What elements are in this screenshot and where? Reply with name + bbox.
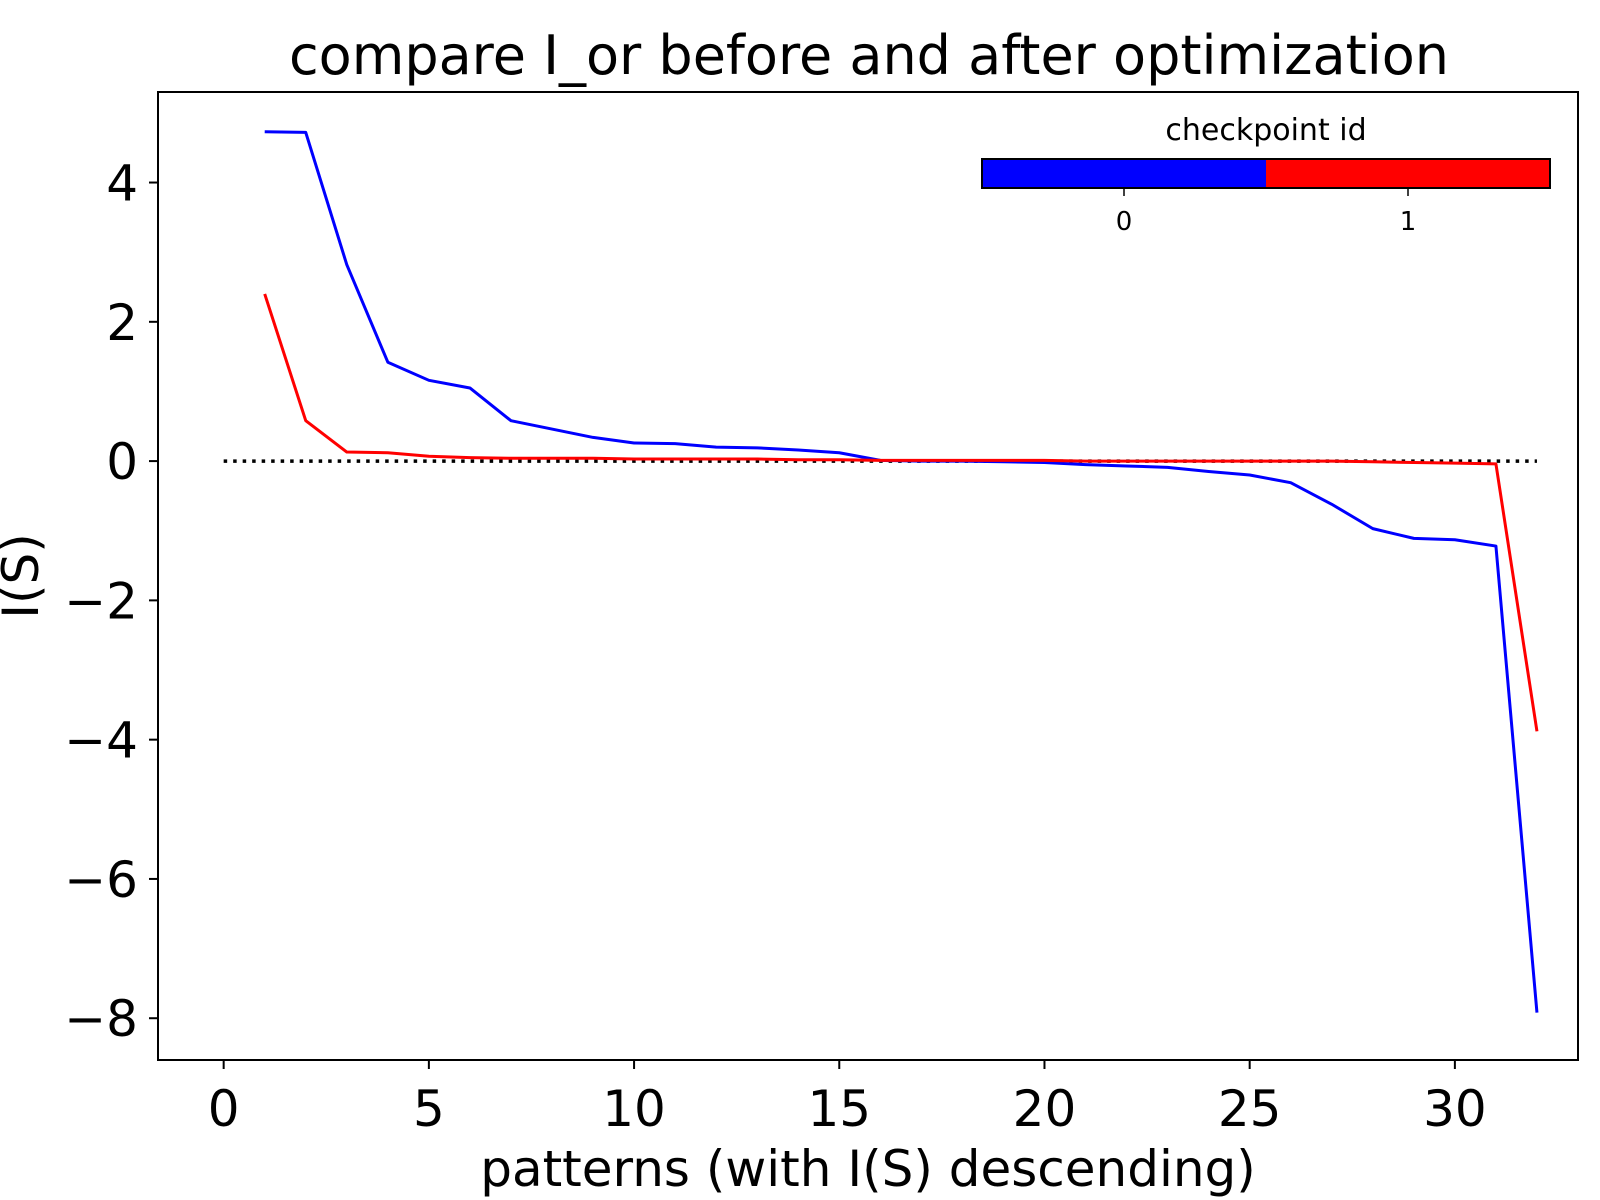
series-group [263, 130, 1539, 1013]
y-tick-label: 2 [106, 294, 138, 352]
y-tick-label: 0 [106, 433, 138, 491]
x-tick-label: 25 [1218, 1080, 1282, 1138]
y-tick-label: −2 [64, 572, 138, 630]
x-tick-label: 0 [208, 1080, 240, 1138]
x-tick-label: 5 [413, 1080, 445, 1138]
series-line-1 [263, 293, 1539, 732]
y-tick-label: −4 [64, 712, 138, 770]
colorbar-segment-0 [982, 159, 1266, 188]
x-tick-label: 10 [602, 1080, 666, 1138]
x-tick-label: 15 [807, 1080, 871, 1138]
colorbar-tick-label-0: 0 [1116, 207, 1133, 237]
y-ticks: −8 −6 −4 −2 0 2 4 [64, 155, 158, 1048]
y-tick-label: −8 [64, 990, 138, 1048]
plot-frame [157, 91, 1579, 1061]
chart-title: compare I_or before and after optimizati… [289, 24, 1449, 87]
x-tick-label: 30 [1423, 1080, 1487, 1138]
x-tick-label: 20 [1013, 1080, 1077, 1138]
colorbar-tick-label-1: 1 [1400, 207, 1417, 237]
x-axis-title: patterns (with I(S) descending) [480, 1140, 1256, 1198]
colorbar-title: checkpoint id [1165, 113, 1366, 148]
colorbar-frame [981, 158, 1551, 189]
colorbar: checkpoint id 0 1 [981, 113, 1551, 237]
y-tick-label: 4 [106, 155, 138, 213]
colorbar-segment-1 [1266, 159, 1550, 188]
x-ticks: 0 5 10 15 20 25 30 [208, 1060, 1487, 1138]
y-tick-label: −6 [64, 851, 138, 909]
y-axis-title: I(S) [0, 533, 50, 619]
